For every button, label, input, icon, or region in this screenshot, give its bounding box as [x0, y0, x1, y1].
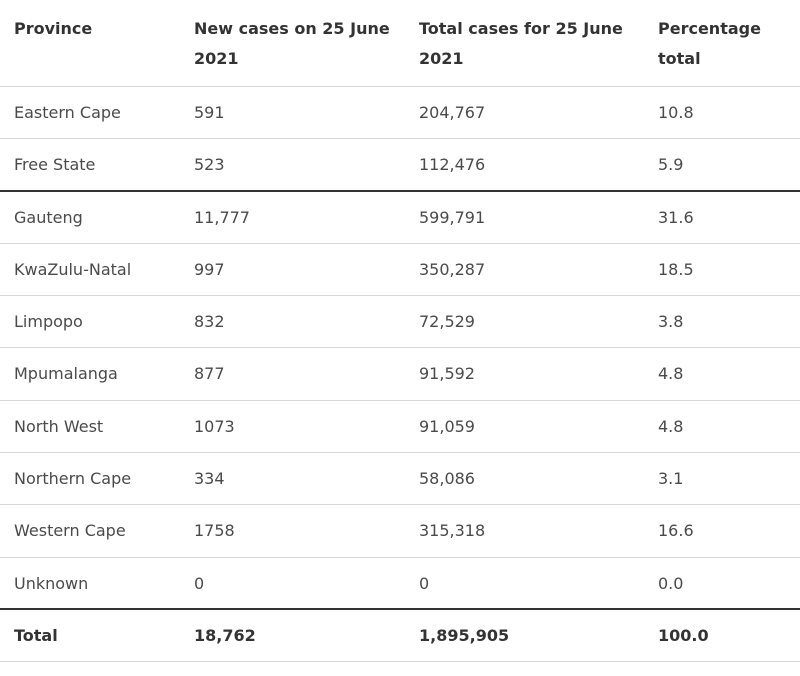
cell-total-cases: 204,767	[419, 103, 486, 122]
table-row: Northern Cape 334 58,086 3.1	[0, 453, 800, 506]
table-row: Eastern Cape 591 204,767 10.8	[0, 87, 800, 140]
table-row: Free State 523 112,476 5.9	[0, 139, 800, 192]
cell-percentage: 3.1	[658, 469, 684, 489]
cell-province: KwaZulu-Natal	[14, 259, 132, 279]
cell-province: Gauteng	[14, 207, 83, 227]
cell-new-cases: 997	[194, 259, 225, 279]
cell-percentage: 16.6	[658, 521, 694, 541]
cell-new-cases: 1073	[194, 416, 235, 436]
cell-province: North West	[14, 416, 104, 436]
cell-new-cases: 1758	[194, 521, 235, 541]
cell-total-cases: 599,791	[419, 207, 486, 227]
table-row: Gauteng 11,777 599,791 31.6	[0, 192, 800, 244]
cell-total-cases: 0	[419, 573, 430, 593]
header-total-cases: Total cases for 25 June 2021	[419, 19, 623, 68]
cell-new-cases: 334	[194, 469, 225, 489]
cell-province: Unknown	[14, 573, 89, 593]
total-total-cases: 1,895,905	[419, 625, 510, 645]
table-total-row: Total 18,762 1,895,905 100.0	[0, 610, 800, 663]
cell-percentage: 18.5	[658, 259, 694, 279]
header-percentage: Percentage total	[658, 19, 761, 68]
cell-percentage: 4.8	[658, 416, 684, 436]
cell-percentage: 0.0	[658, 573, 684, 593]
cell-new-cases: 11,777	[194, 207, 250, 227]
cell-new-cases: 591	[194, 103, 225, 122]
header-province: Province	[14, 19, 93, 38]
cell-total-cases: 58,086	[419, 469, 475, 489]
table-row: Mpumalanga 877 91,592 4.8	[0, 348, 800, 401]
cell-total-cases: 91,059	[419, 416, 475, 436]
cell-province: Eastern Cape	[14, 103, 121, 122]
cell-percentage: 10.8	[658, 103, 694, 122]
table-row: KwaZulu-Natal 997 350,287 18.5	[0, 244, 800, 297]
cell-province: Western Cape	[14, 521, 126, 541]
header-new-cases: New cases on 25 June 2021	[194, 19, 390, 68]
cell-total-cases: 91,592	[419, 364, 475, 384]
cell-province: Mpumalanga	[14, 364, 118, 384]
cell-new-cases: 832	[194, 312, 225, 332]
cell-total-cases: 112,476	[419, 155, 486, 175]
total-new-cases: 18,762	[194, 625, 256, 645]
table-row: North West 1073 91,059 4.8	[0, 401, 800, 454]
cell-province: Free State	[14, 155, 96, 175]
total-label: Total	[14, 625, 58, 645]
cell-province: Limpopo	[14, 312, 83, 332]
cell-percentage: 4.8	[658, 364, 684, 384]
cell-new-cases: 523	[194, 155, 225, 175]
cell-percentage: 5.9	[658, 155, 684, 175]
table-header-row: Province New cases on 25 June 2021 Total…	[0, 0, 800, 87]
table-row: Limpopo 832 72,529 3.8	[0, 296, 800, 349]
cell-new-cases: 877	[194, 364, 225, 384]
total-percentage: 100.0	[658, 625, 709, 645]
cell-percentage: 3.8	[658, 312, 684, 332]
cell-new-cases: 0	[194, 573, 205, 593]
cell-total-cases: 315,318	[419, 521, 486, 541]
cell-province: Northern Cape	[14, 469, 132, 489]
cell-total-cases: 72,529	[419, 312, 475, 332]
table-row: Western Cape 1758 315,318 16.6	[0, 505, 800, 558]
cell-percentage: 31.6	[658, 207, 694, 227]
table-row: Unknown 0 0 0.0	[0, 558, 800, 610]
cell-total-cases: 350,287	[419, 259, 486, 279]
